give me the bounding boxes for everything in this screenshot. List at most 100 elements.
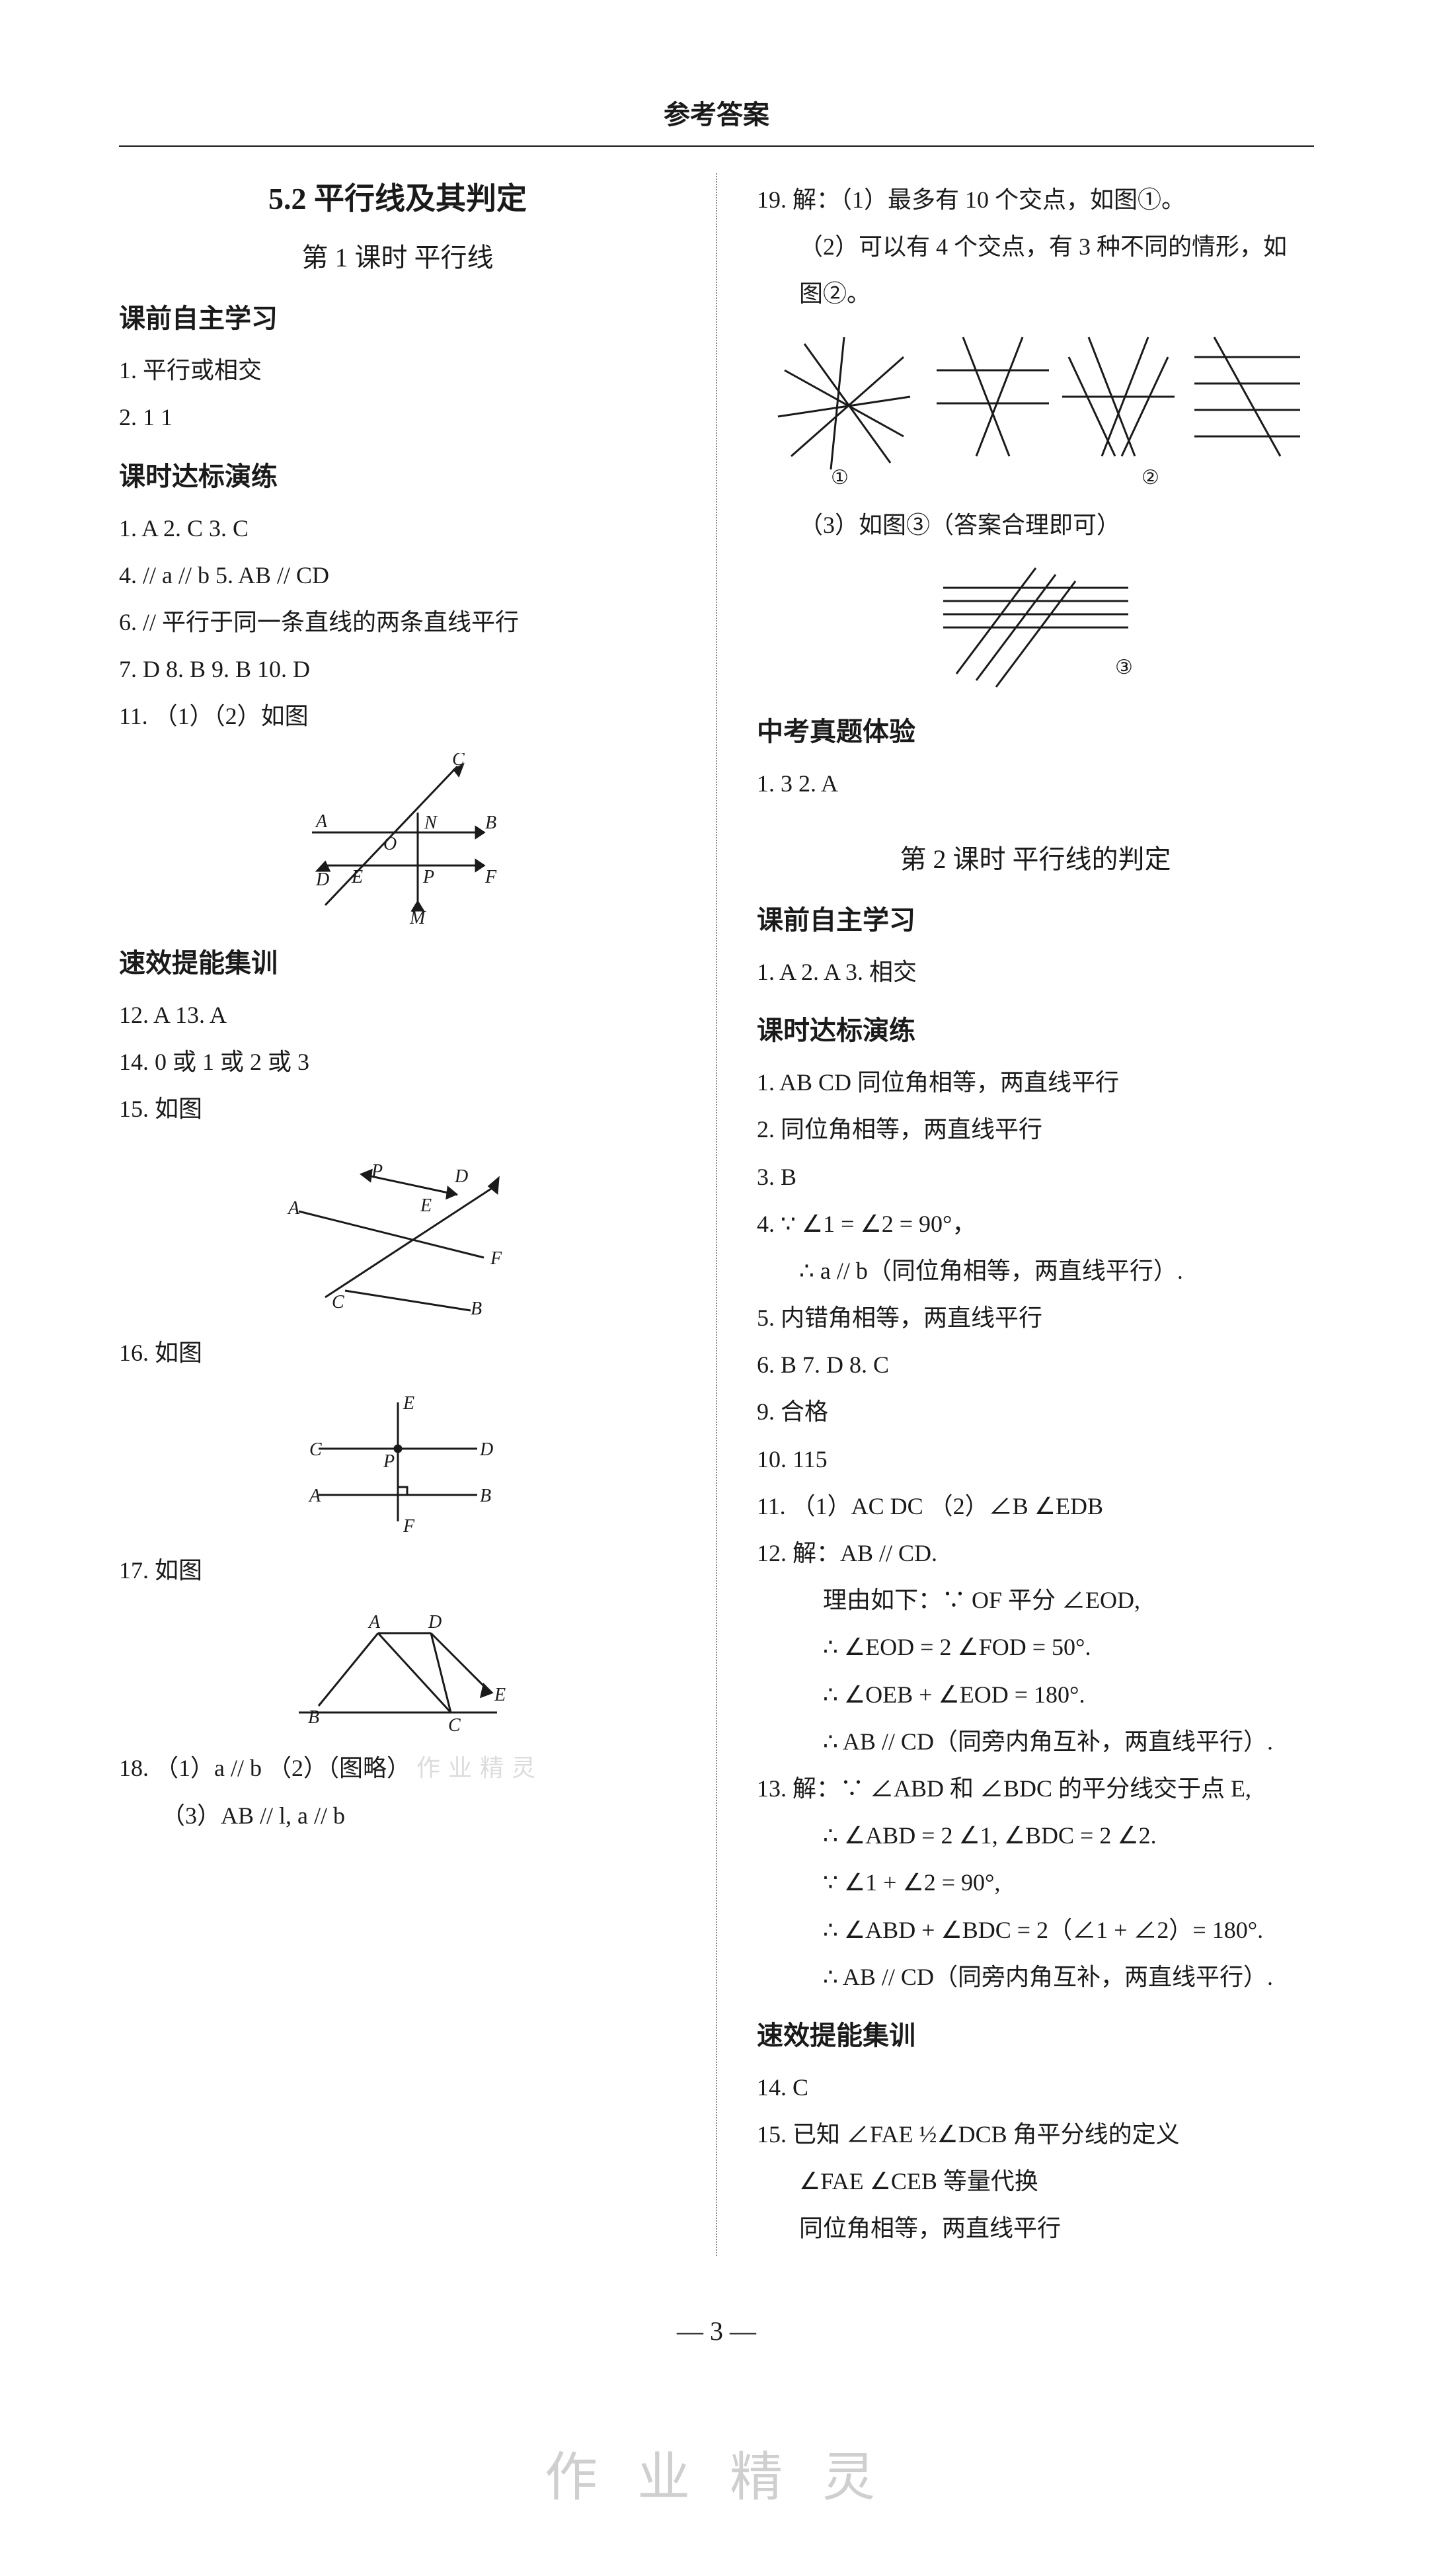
section-speed-training: 速效提能集训	[119, 941, 676, 986]
figure-q19-12: ① ②	[757, 331, 1314, 489]
answer-line: 1. AB CD 同位角相等，两直线平行	[757, 1063, 1314, 1103]
answer-line: 1. A 2. C 3. C	[119, 508, 676, 549]
label-E: E	[351, 867, 363, 887]
label-C: C	[309, 1439, 322, 1460]
figure-q11: A B C D E F M N O P	[119, 753, 676, 925]
answer-line: 理由如下：∵ OF 平分 ∠EOD,	[757, 1580, 1314, 1621]
answer-line: 19. 解：（1）最多有 10 个交点，如图①。	[757, 180, 1314, 220]
answer-line: ∴ AB // CD（同旁内角互补，两直线平行）.	[757, 1957, 1314, 1997]
label-B: B	[480, 1486, 491, 1506]
section-practice-2: 课时达标演练	[757, 1008, 1314, 1053]
lesson2-title: 第 2 课时 平行线的判定	[757, 837, 1314, 882]
answer-line: 11. （1）AC DC （2）∠B ∠EDB	[757, 1486, 1314, 1527]
answer-line: 14. C	[757, 2068, 1314, 2108]
figure-q17: A B C D E	[119, 1607, 676, 1732]
lesson1-title: 第 1 课时 平行线	[119, 235, 676, 280]
answer-line: ∴ a // b（同位角相等，两直线平行）.	[757, 1251, 1314, 1291]
label-C: C	[452, 753, 465, 770]
figure-q19-3: ③	[757, 561, 1314, 694]
page-number: — 3 —	[119, 2309, 1314, 2354]
content-columns: 5.2 平行线及其判定 第 1 课时 平行线 课前自主学习 1. 平行或相交 2…	[119, 173, 1314, 2256]
label-P: P	[383, 1451, 395, 1472]
answer-line: （2）可以有 4 个交点，有 3 种不同的情形，如	[757, 227, 1314, 267]
label-A: A	[315, 811, 328, 832]
chapter-title: 5.2 平行线及其判定	[119, 173, 676, 225]
label-N: N	[424, 813, 438, 833]
answer-line: 17. 如图	[119, 1550, 676, 1591]
section-speed-training-2: 速效提能集训	[757, 2013, 1314, 2058]
answer-line: ∴ ∠ABD = 2 ∠1, ∠BDC = 2 ∠2.	[757, 1816, 1314, 1856]
label-E: E	[494, 1685, 506, 1705]
answer-line: ∴ ∠EOD = 2 ∠FOD = 50°.	[757, 1627, 1314, 1668]
figure-q15: A B C D E F P	[119, 1145, 676, 1317]
answer-line: 18. （1）a // b （2）（图略） 作业精灵	[119, 1748, 676, 1789]
answer-line: ∵ ∠1 + ∠2 = 90°,	[757, 1863, 1314, 1903]
answer-line: 6. // 平行于同一条直线的两条直线平行	[119, 602, 676, 643]
label-M: M	[409, 908, 426, 925]
column-divider	[716, 173, 717, 2256]
label-B: B	[485, 813, 496, 833]
page-header: 参考答案	[119, 93, 1314, 147]
answer-line: 4. ∵ ∠1 = ∠2 = 90°，	[757, 1204, 1314, 1244]
label-C: C	[448, 1715, 461, 1732]
label-F: F	[484, 867, 497, 887]
figure-q16: A B C D E F P	[119, 1389, 676, 1535]
label-D: D	[479, 1439, 493, 1460]
label-F: F	[403, 1516, 415, 1535]
answer-line: 1. 3 2. A	[757, 764, 1314, 804]
label-P: P	[371, 1161, 383, 1182]
answer-line: 4. // a // b 5. AB // CD	[119, 555, 676, 596]
left-column: 5.2 平行线及其判定 第 1 课时 平行线 课前自主学习 1. 平行或相交 2…	[119, 173, 676, 2256]
answer-line: 15. 如图	[119, 1089, 676, 1129]
answer-line: 12. A 13. A	[119, 995, 676, 1035]
answer-line: 15. 已知 ∠FAE ½∠DCB 角平分线的定义	[757, 2114, 1314, 2155]
watermark-inline: 作业精灵	[416, 1755, 543, 1781]
section-practice: 课时达标演练	[119, 454, 676, 499]
answer-line: 12. 解：AB // CD.	[757, 1533, 1314, 1574]
answer-line: 14. 0 或 1 或 2 或 3	[119, 1042, 676, 1082]
label-C: C	[332, 1292, 344, 1312]
answer-line: ∴ AB // CD（同旁内角互补，两直线平行）.	[757, 1722, 1314, 1762]
label-D: D	[315, 869, 329, 890]
answer-text: 18. （1）a // b （2）（图略）	[119, 1755, 410, 1781]
right-column: 19. 解：（1）最多有 10 个交点，如图①。 （2）可以有 4 个交点，有 …	[757, 173, 1314, 2256]
answer-line: ∴ ∠OEB + ∠EOD = 180°.	[757, 1675, 1314, 1715]
label-E: E	[420, 1195, 432, 1216]
answer-line: （3）AB // l, a // b	[119, 1796, 676, 1836]
answer-line: 9. 合格	[757, 1392, 1314, 1432]
label-B: B	[471, 1299, 482, 1317]
answer-line: 11. （1）（2）如图	[119, 696, 676, 737]
answer-line: 2. 1 1	[119, 397, 676, 438]
section-preself-study-2: 课前自主学习	[757, 898, 1314, 943]
label-circle-2: ②	[1142, 467, 1159, 489]
label-A: A	[368, 1612, 381, 1632]
label-B: B	[308, 1707, 319, 1728]
section-exam: 中考真题体验	[757, 709, 1314, 754]
label-circle-3: ③	[1115, 657, 1133, 678]
watermark: 作 业 精 灵	[119, 2433, 1314, 2523]
answer-line: 5. 内错角相等，两直线平行	[757, 1298, 1314, 1338]
answer-line: 10. 115	[757, 1439, 1314, 1480]
label-P: P	[422, 867, 434, 887]
label-D: D	[428, 1612, 442, 1632]
answer-line: 7. D 8. B 9. B 10. D	[119, 649, 676, 690]
answer-line: 1. A 2. A 3. 相交	[757, 952, 1314, 992]
answer-line: （3）如图③（答案合理即可）	[757, 505, 1314, 545]
answer-line: 2. 同位角相等，两直线平行	[757, 1109, 1314, 1150]
label-E: E	[403, 1393, 414, 1414]
answer-line: 1. 平行或相交	[119, 350, 676, 391]
section-preself-study: 课前自主学习	[119, 296, 676, 341]
label-D: D	[454, 1166, 468, 1187]
label-F: F	[490, 1248, 502, 1269]
label-A: A	[287, 1198, 300, 1219]
answer-line: 3. B	[757, 1157, 1314, 1197]
answer-line: ∴ ∠ABD + ∠BDC = 2（∠1 + ∠2）= 180°.	[757, 1910, 1314, 1951]
answer-line: ∠FAE ∠CEB 等量代换	[757, 2161, 1314, 2202]
answer-line: 13. 解：∵ ∠ABD 和 ∠BDC 的平分线交于点 E,	[757, 1769, 1314, 1809]
answer-line: 16. 如图	[119, 1333, 676, 1373]
answer-line: 图②。	[757, 274, 1314, 314]
label-circle-1: ①	[831, 467, 849, 489]
label-O: O	[383, 834, 397, 854]
label-A: A	[308, 1486, 321, 1506]
answer-line: 同位角相等，两直线平行	[757, 2208, 1314, 2249]
